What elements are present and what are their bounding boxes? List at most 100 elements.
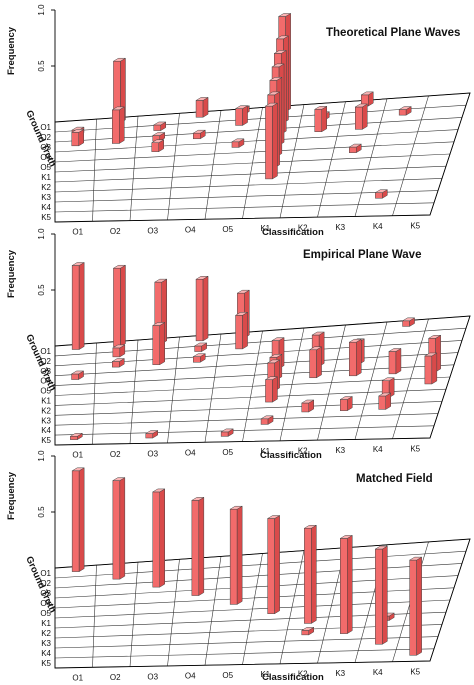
z-axis-label: Frequency xyxy=(6,249,17,298)
bar-top-face xyxy=(423,352,438,357)
bar-top-face xyxy=(308,346,323,351)
z-tick-label: 1.0 xyxy=(37,4,46,16)
bar-front-face xyxy=(260,418,269,425)
y-tick-label: K4 xyxy=(41,203,51,212)
bar-O5-K5 xyxy=(220,428,235,437)
bar-K2-K2 xyxy=(303,524,318,624)
bar-side-face xyxy=(242,311,248,350)
bar-front-face xyxy=(195,279,204,342)
bar-K4-O1 xyxy=(401,317,416,327)
y-tick-label: O3 xyxy=(40,143,51,152)
bar-front-face xyxy=(349,341,357,377)
bar-front-face xyxy=(112,109,120,144)
x-tick-label: K4 xyxy=(373,222,383,231)
bar-top-face xyxy=(268,354,283,358)
x-tick-label: O3 xyxy=(147,449,158,458)
bar-front-face xyxy=(265,379,273,403)
bar-K2-O3 xyxy=(313,105,328,133)
bar-side-face xyxy=(382,545,388,645)
bar-top-face xyxy=(260,415,274,420)
x-tick-label: K3 xyxy=(335,669,345,678)
bar-front-face xyxy=(71,265,80,350)
x-tick-label: O4 xyxy=(185,672,196,681)
x-tick-label: O4 xyxy=(185,449,196,458)
z-tick-label: 0.5 xyxy=(37,284,46,296)
bar-side-face xyxy=(321,105,327,133)
bar-top-face xyxy=(111,344,126,349)
panel-matched-field: 0.51.0O1 O2 O3 O4 O5 K1 K2 K3 K4 K5O1O2O3O4O5K1K2… xyxy=(6,450,471,683)
bars xyxy=(71,467,423,656)
grid-line xyxy=(54,364,455,386)
x-tick-label: K2 xyxy=(298,223,308,232)
bar-front-face xyxy=(424,355,433,385)
bar-front-face xyxy=(398,109,407,116)
bar-side-face xyxy=(120,264,126,348)
bar-O1-O1 xyxy=(71,262,86,350)
grid-line xyxy=(54,178,443,193)
bar-front-face xyxy=(193,132,201,140)
y-tick-label: O5 xyxy=(40,609,51,618)
bar-K4-K4 xyxy=(374,545,389,645)
grid-line xyxy=(54,425,435,436)
bar-front-face xyxy=(349,146,357,153)
bar-top-face xyxy=(71,262,86,266)
bar-front-face xyxy=(112,361,120,368)
panel-title: Empirical Plane Wave xyxy=(303,249,421,261)
bar-front-face xyxy=(402,320,410,327)
bar-side-face xyxy=(119,106,125,144)
bar-top-face xyxy=(427,335,442,339)
bar-front-face xyxy=(112,480,121,580)
bar-K5-K5 xyxy=(408,556,423,656)
y-tick-label: O5 xyxy=(40,387,51,396)
z-tick-label: 0.5 xyxy=(37,506,46,518)
bar-front-face xyxy=(235,315,243,350)
bar-O1-O1 xyxy=(71,467,86,573)
bar-K2-K3 xyxy=(300,626,315,636)
bar-front-face xyxy=(388,351,397,375)
x-tick-label: K1 xyxy=(260,224,270,233)
bars xyxy=(70,13,413,199)
bar-O2-O2 xyxy=(111,344,126,358)
x-tick-label: K5 xyxy=(410,221,420,230)
grid-line xyxy=(54,575,459,599)
x-axis-label: Classification xyxy=(262,672,324,683)
bar-top-face xyxy=(111,477,126,481)
grid-line xyxy=(54,587,455,609)
x-tick-label: O3 xyxy=(147,226,158,235)
y-tick-label: O1 xyxy=(40,569,51,578)
bar-front-face xyxy=(151,142,159,152)
x-tick-label: O2 xyxy=(110,227,121,236)
bar-top-face xyxy=(195,97,209,101)
bar-K5-K1 xyxy=(423,352,438,385)
grid-line xyxy=(54,129,459,153)
bar-front-face xyxy=(153,124,161,131)
grid-line xyxy=(54,388,447,406)
bar-front-face xyxy=(113,267,121,347)
bar-side-face xyxy=(395,348,402,375)
bar-O5-O2 xyxy=(234,311,249,350)
x-axis-label: Classification xyxy=(260,450,322,461)
floor-frame xyxy=(54,315,471,446)
y-tick-label: O4 xyxy=(40,599,51,608)
bar-top-face xyxy=(111,358,126,362)
floor-grid: 0.51.0O1 O2 O3 O4 O5 K1 K2 K3 K4 K5O1O2O3O4O5K1K2… xyxy=(37,228,471,460)
x-tick-label: O4 xyxy=(185,226,196,235)
bar-top-face xyxy=(69,433,84,437)
bar-front-face xyxy=(71,132,79,147)
bar-top-face xyxy=(192,353,207,357)
y-tick-label: K2 xyxy=(41,629,51,638)
x-tick-label: O2 xyxy=(110,673,121,682)
bar-K4-K4 xyxy=(374,189,389,199)
bar-top-face xyxy=(313,106,328,110)
bar-side-face xyxy=(347,534,353,635)
bar-K4-K2 xyxy=(381,377,396,398)
bar-top-face xyxy=(408,556,423,561)
bar-top-face xyxy=(348,143,363,148)
bar-K3-O3 xyxy=(354,103,369,130)
bar-front-face xyxy=(229,508,238,605)
bar-top-face xyxy=(144,430,159,434)
bar-O3-O3 xyxy=(151,488,166,588)
bar-front-face xyxy=(301,402,309,413)
panel-empirical-plane-wave: 0.51.0O1 O2 O3 O4 O5 K1 K2 K3 K4 K5O1O2O3O4O5K1K2… xyxy=(6,228,471,461)
x-axis-label: Classification xyxy=(262,227,324,238)
